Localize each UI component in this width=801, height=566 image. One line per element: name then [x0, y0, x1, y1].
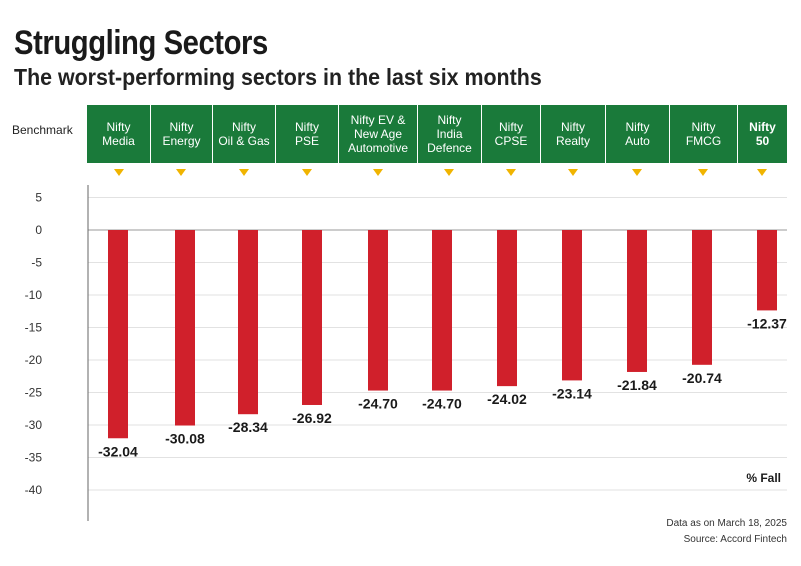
bar: [757, 230, 777, 311]
data-label: -23.14: [552, 385, 592, 401]
data-label: -30.08: [165, 431, 205, 447]
category-header-band: [87, 105, 787, 163]
marker-icon: [372, 169, 383, 176]
benchmark-label: Benchmark: [12, 123, 73, 137]
bar: [238, 230, 258, 415]
bar: [175, 230, 195, 426]
y-tick-label: 0: [35, 223, 42, 237]
y-tick-label: -10: [25, 288, 43, 302]
category-header: Nifty Realty: [540, 105, 605, 163]
category-header: Nifty 50: [737, 105, 787, 163]
unit-label: % Fall: [746, 471, 781, 485]
category-header: Nifty Auto: [605, 105, 669, 163]
bar: [432, 230, 452, 391]
bar: [562, 230, 582, 381]
data-label: -26.92: [292, 410, 332, 426]
data-label: -21.84: [617, 377, 657, 393]
bar: [692, 230, 712, 365]
date-note: Data as on March 18, 2025: [666, 518, 787, 529]
y-tick-label: -40: [25, 483, 43, 497]
data-label: -24.70: [422, 396, 462, 412]
bar: [108, 230, 128, 439]
category-header: Nifty CPSE: [481, 105, 540, 163]
marker-icon: [757, 169, 767, 176]
y-tick-label: -15: [25, 321, 43, 335]
category-header: Nifty PSE: [275, 105, 338, 163]
data-label: -12.37: [747, 315, 787, 331]
marker-icon: [567, 169, 578, 176]
marker-icon: [698, 169, 708, 176]
marker-icon: [176, 169, 186, 176]
chart-subtitle: The worst-performing sectors in the last…: [14, 64, 542, 90]
data-label: -24.02: [487, 391, 527, 407]
data-label: -24.70: [358, 396, 398, 412]
category-header: Nifty India Defence: [417, 105, 481, 163]
y-tick-label: -30: [25, 418, 43, 432]
marker-icon: [238, 169, 249, 176]
y-tick-label: -20: [25, 353, 43, 367]
category-header: Nifty Energy: [150, 105, 212, 163]
marker-icon: [632, 169, 642, 176]
category-header: Nifty Oil & Gas: [212, 105, 275, 163]
marker-icon: [301, 169, 312, 176]
data-label: -20.74: [682, 370, 722, 386]
y-tick-label: -5: [31, 256, 42, 270]
category-header: Nifty Media: [102, 120, 135, 148]
data-label: -28.34: [228, 419, 268, 435]
bar: [302, 230, 322, 405]
source-note: Source: Accord Fintech: [683, 534, 787, 545]
y-tick-label: 5: [35, 191, 42, 205]
marker-icon: [113, 169, 124, 176]
bar: [497, 230, 517, 387]
chart-title: Struggling Sectors: [14, 24, 268, 62]
bar: [627, 230, 647, 372]
marker-icon: [444, 169, 454, 176]
marker-icon: [505, 169, 516, 176]
y-tick-label: -35: [25, 451, 43, 465]
category-header: Nifty FMCG: [669, 105, 737, 163]
bar: [368, 230, 388, 391]
data-label: -32.04: [98, 443, 138, 459]
y-tick-label: -25: [25, 386, 43, 400]
category-header: Nifty EV & New Age Automotive: [338, 105, 417, 163]
